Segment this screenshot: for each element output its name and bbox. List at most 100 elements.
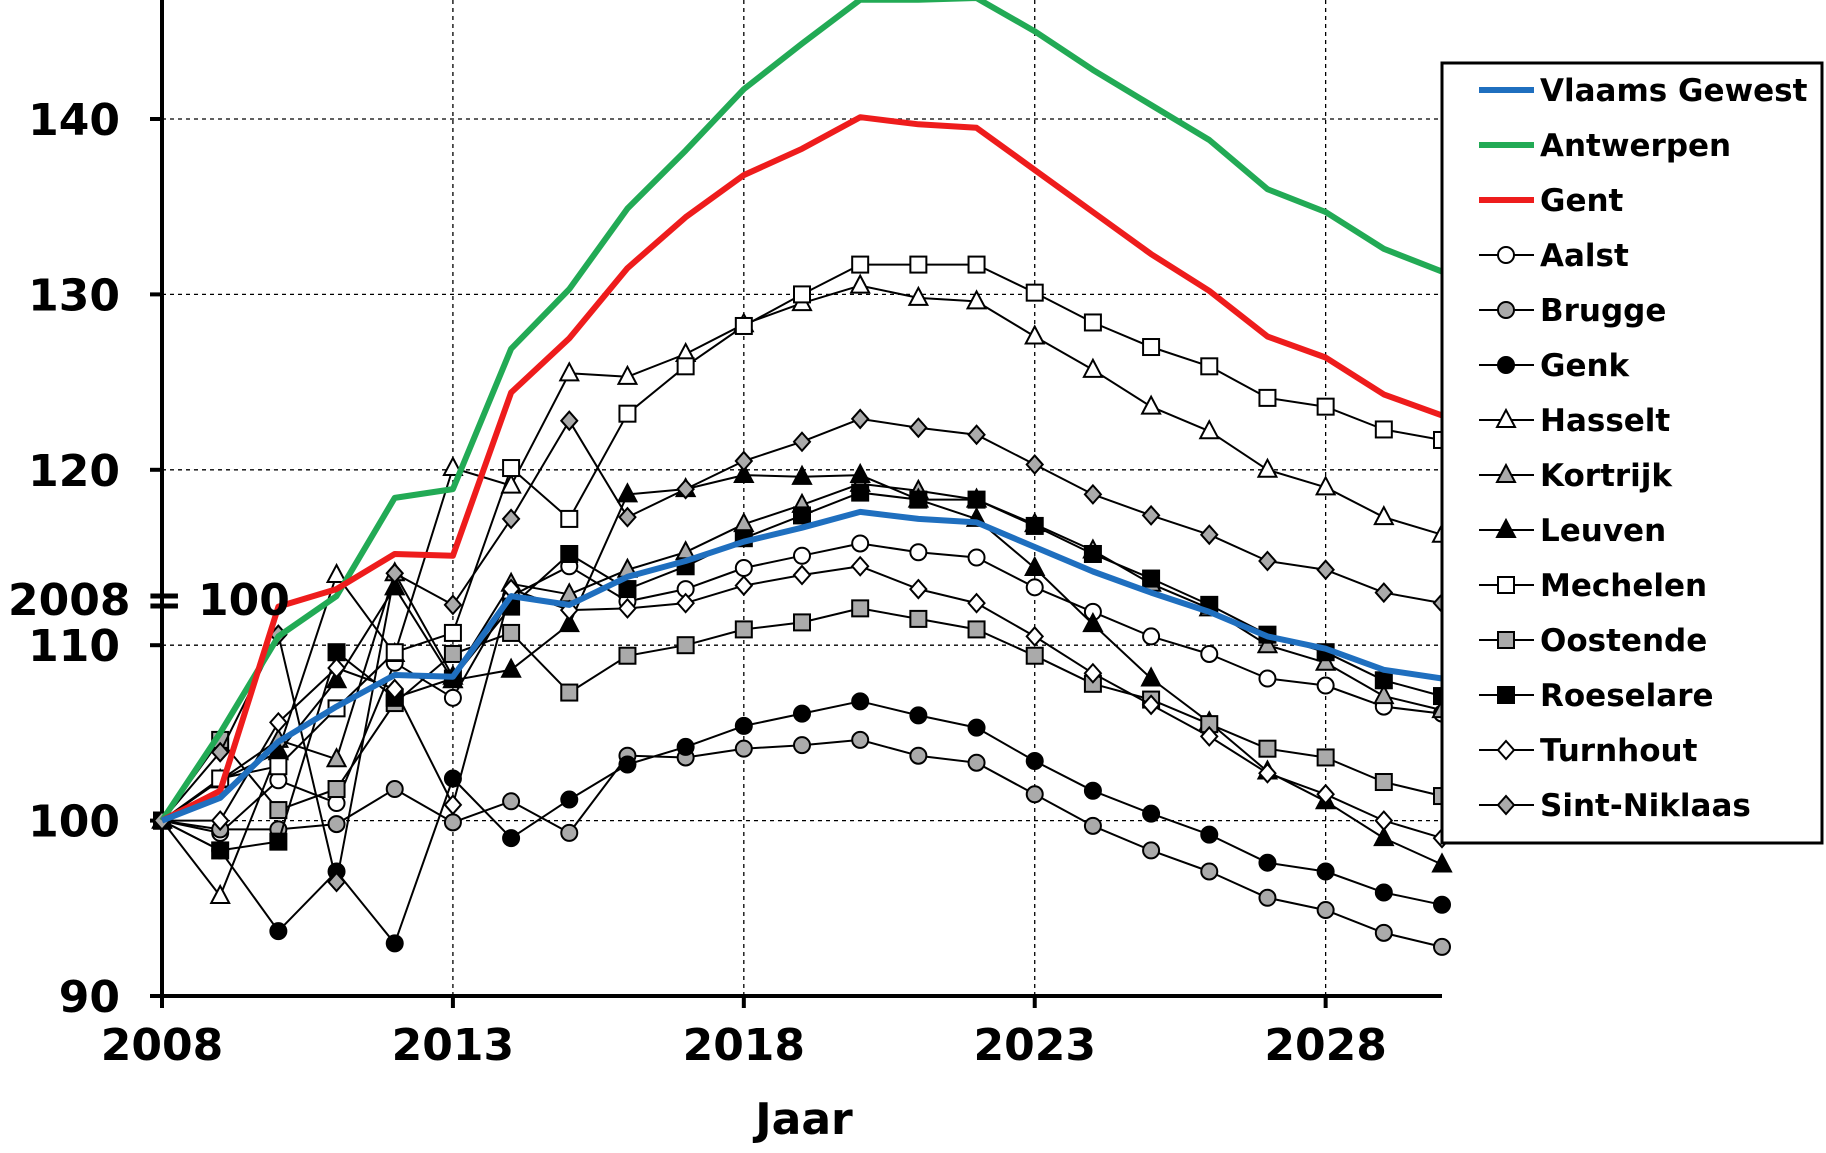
data-point (618, 404, 637, 423)
data-point (1374, 923, 1393, 942)
legend-label: Hasselt (1540, 403, 1670, 439)
tick-labels: 90 100 110 120 130 140 2008 2013 2018 2023 2028 (28, 95, 1387, 1071)
legend-item-gent: Gent (1479, 183, 1624, 219)
data-point (560, 790, 579, 809)
data-point (793, 736, 811, 755)
data-point (1025, 646, 1044, 665)
series-line-hasselt (161, 284, 1443, 897)
data-point (1316, 783, 1335, 805)
data-point (385, 562, 405, 584)
series-gent (160, 114, 1444, 824)
legend-item-roeselare: Roeselare (1479, 678, 1714, 714)
data-point (967, 718, 986, 737)
data-point (210, 741, 230, 763)
data-point (1373, 505, 1395, 526)
legend-label: Sint-Niklaas (1540, 788, 1751, 824)
data-point (909, 609, 928, 628)
data-point (909, 578, 928, 600)
data-point (1256, 633, 1279, 654)
data-point (1316, 748, 1335, 767)
legend-item-mechelen: Mechelen (1479, 568, 1707, 604)
data-point (676, 478, 695, 500)
data-point (1316, 862, 1335, 881)
x-tick-label: 2028 (1264, 1020, 1386, 1071)
data-point (1258, 388, 1277, 407)
data-point (327, 815, 346, 834)
data-point (1083, 662, 1103, 684)
data-point (791, 464, 813, 485)
data-point (850, 555, 870, 577)
data-point (1082, 357, 1104, 378)
data-point (1431, 852, 1453, 873)
y-tick-label: 130 (28, 270, 120, 321)
data-point (1316, 901, 1335, 920)
axes (150, 0, 1442, 1008)
data-point (849, 273, 871, 294)
data-point (1316, 559, 1335, 581)
legend-label: Genk (1540, 348, 1631, 384)
data-point (618, 506, 637, 528)
data-point (793, 285, 811, 304)
data-point (558, 361, 580, 382)
data-point (325, 668, 348, 689)
data-point (676, 357, 695, 376)
data-point (1374, 810, 1394, 832)
data-point (327, 871, 346, 893)
data-point (1433, 937, 1451, 956)
data-point (1083, 544, 1102, 563)
data-point (443, 688, 462, 707)
data-point (1083, 816, 1102, 835)
legend-label: Gent (1540, 183, 1624, 219)
series-line-brugge (161, 738, 1443, 948)
data-point (1024, 324, 1046, 345)
data-point (1316, 676, 1335, 695)
data-point (733, 462, 755, 484)
data-point (967, 592, 986, 614)
data-point (1316, 397, 1335, 416)
data-point (907, 285, 930, 306)
legend-marker (1497, 356, 1515, 374)
data-point (616, 482, 639, 503)
data-point (909, 543, 928, 562)
data-point (1198, 419, 1220, 440)
legend: Vlaams Gewest Antwerpen Gent Aalst Brugge Gen… (1440, 61, 1824, 845)
data-point (209, 883, 231, 905)
legend-marker (1495, 517, 1517, 538)
data-point (500, 657, 522, 678)
data-point (793, 704, 811, 723)
data-point (1200, 825, 1219, 844)
data-point (1374, 773, 1393, 792)
legend-item-brugge: Brugge (1479, 293, 1666, 329)
series-hasselt (151, 273, 1453, 905)
legend-marker (1496, 739, 1516, 761)
data-point (443, 594, 463, 616)
legend-item-hasselt: Hasselt (1479, 403, 1670, 439)
data-point (443, 623, 462, 642)
data-point (734, 450, 754, 472)
data-point (1258, 762, 1277, 784)
data-point (1142, 569, 1161, 588)
legend-item-sint-niklaas: Sint-Niklaas (1479, 788, 1751, 824)
data-point (385, 780, 404, 799)
legend-item-antwerpen: Antwerpen (1479, 128, 1731, 164)
data-point (1200, 357, 1219, 376)
data-point (385, 934, 404, 953)
x-tick-label: 2008 (101, 1020, 223, 1071)
data-point (618, 755, 637, 774)
data-point (851, 534, 870, 553)
data-point (327, 657, 346, 679)
data-point (1141, 504, 1161, 526)
series-line-antwerpen (159, 0, 1444, 823)
data-point (1025, 785, 1044, 804)
data-point (1200, 644, 1219, 663)
data-point (909, 255, 928, 274)
legend-label: Roeselare (1540, 678, 1714, 714)
legend-label: Antwerpen (1540, 128, 1731, 164)
data-point (385, 643, 404, 662)
data-point (1025, 751, 1044, 770)
data-point (734, 316, 753, 335)
series-turnhout (152, 555, 1452, 849)
x-tick-label: 2018 (683, 1020, 805, 1071)
data-point (1374, 420, 1393, 439)
